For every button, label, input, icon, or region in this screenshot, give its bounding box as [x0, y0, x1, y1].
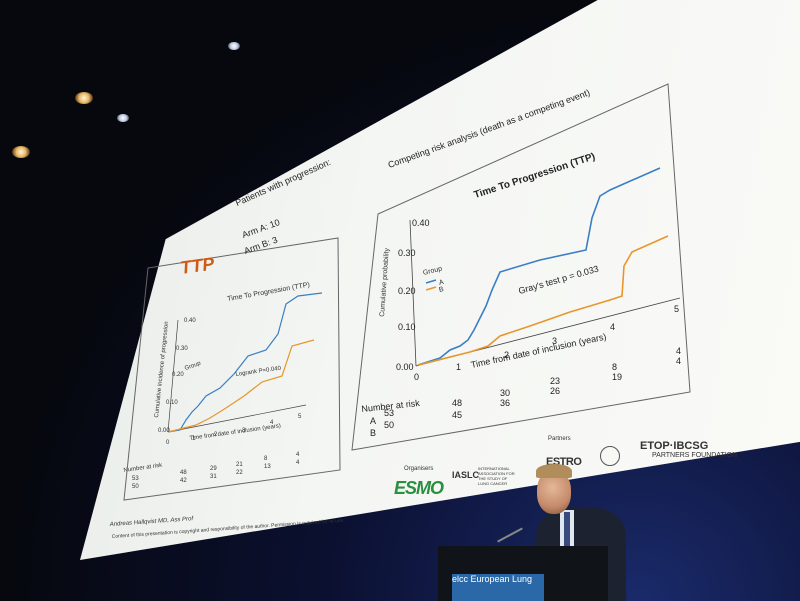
left-risk-label: 29 [210, 466, 217, 472]
left-xtick-label: 2 [214, 432, 218, 438]
left-risk-label: 4 [296, 460, 300, 466]
right-risk-label: 4 [676, 356, 682, 366]
right-xtick-label: 5 [674, 304, 680, 314]
right-risk-label: 45 [452, 410, 463, 420]
left-xtick-label: 5 [298, 414, 302, 420]
right-risk-b-label: B [370, 428, 377, 438]
speaker-hair [536, 464, 572, 478]
right-xtick-label: 3 [552, 336, 558, 346]
right-legend-b: B [438, 286, 445, 294]
right-risk-label: 53 [384, 408, 395, 418]
right-risk-label: 50 [384, 420, 395, 430]
left-ytick-label: 0.20 [172, 372, 184, 378]
left-risk-label: 31 [210, 474, 217, 480]
right-ytick-label: 0.40 [412, 218, 430, 228]
right-risk-label: 30 [500, 388, 511, 398]
right-curve-arm-b [417, 235, 669, 366]
left-plot-frame [123, 237, 341, 501]
right-xtick-label: 1 [456, 362, 462, 372]
right-risk-label: 4 [676, 346, 682, 356]
right-xtick-label: 2 [504, 350, 510, 360]
right-ytick-label: 0.10 [398, 322, 416, 332]
iaslc-logo: IASLC [452, 470, 479, 480]
right-ytick-label: 0.20 [398, 286, 416, 296]
right-y-axis [409, 219, 417, 367]
right-plot-frame [351, 83, 691, 451]
ceiling-light [75, 92, 93, 104]
speaker-tie [564, 512, 570, 552]
right-risk-label: 8 [612, 362, 618, 372]
right-ytick-label: 0.30 [398, 248, 416, 258]
etop-logo: ETOP·IBCSG [640, 440, 709, 452]
right-risk-label: 26 [550, 386, 561, 396]
ceiling-light [228, 42, 240, 50]
left-risk-label: 13 [264, 464, 271, 470]
left-ytick-label: 0.10 [166, 400, 178, 406]
right-curve-arm-a [417, 167, 661, 366]
left-ytick-label: 0.40 [184, 318, 196, 324]
left-risk-label: 48 [180, 470, 187, 476]
legend-swatch-b [425, 286, 437, 291]
right-risk-label: 36 [500, 398, 511, 408]
right-xtick-label: 0 [414, 372, 420, 382]
left-xtick-label: 4 [270, 420, 274, 426]
left-xtick-label: 0 [166, 440, 170, 446]
left-ytick-label: 0.30 [176, 346, 188, 352]
right-xtick-label: 4 [610, 322, 616, 332]
right-risk-label: 48 [452, 398, 463, 408]
left-risk-label: 4 [296, 452, 300, 458]
organisers-label: Organisers [404, 466, 434, 472]
right-ytick-label: 0.00 [396, 362, 414, 372]
left-risk-label: 8 [264, 456, 268, 462]
esmo-logo: ESMO [394, 478, 444, 498]
left-x-axis [167, 404, 307, 433]
right-risk-label: 19 [612, 372, 623, 382]
left-curve-arm-b [167, 339, 315, 433]
left-xtick-label: 1 [192, 436, 196, 442]
legend-swatch-a [425, 279, 437, 284]
left-y-axis [167, 319, 179, 433]
iaslc-subtitle: INTERNATIONAL ASSOCIATION FOR THE STUDY … [478, 466, 515, 486]
left-risk-label: 22 [236, 470, 243, 476]
partners-label: Partners [548, 436, 571, 442]
left-risk-label: 42 [180, 478, 187, 484]
right-risk-a-label: A [370, 416, 377, 426]
ceiling-light [117, 114, 129, 122]
left-curve-arm-a [167, 292, 323, 433]
left-ytick-label: 0.00 [158, 428, 170, 434]
right-risk-label: 23 [550, 376, 561, 386]
left-risk-label: 53 [132, 476, 139, 482]
left-risk-label: 50 [132, 484, 139, 490]
partner-emblem-icon [600, 446, 620, 466]
left-risk-label: 21 [236, 462, 243, 468]
left-xtick-label: 3 [242, 428, 246, 434]
podium-screen: elcc European Lung [452, 574, 544, 601]
ceiling-light [12, 146, 30, 158]
etop-subtitle: PARTNERS FOUNDATION [652, 452, 738, 459]
